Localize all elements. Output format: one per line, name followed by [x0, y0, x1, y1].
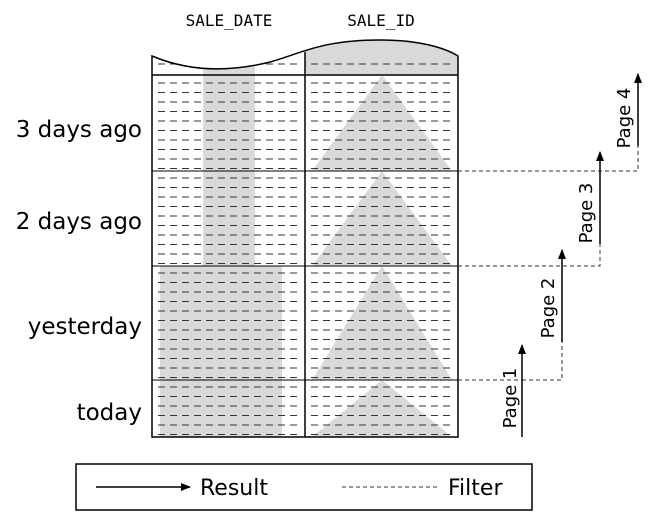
legend-result-label: Result: [200, 476, 268, 501]
page-label-4: Page 4: [614, 88, 635, 149]
index-table: [158, 40, 458, 437]
result-arrows: [518, 73, 642, 437]
row-label-3-days-ago: 3 days ago: [16, 117, 142, 143]
sale-id-triangle-2: [312, 171, 452, 266]
column-header-sale-id: SALE_ID: [347, 11, 414, 30]
legend-box: [75, 463, 533, 511]
table-outline: [151, 39, 459, 438]
row-label-today: today: [77, 400, 142, 426]
legend: Result Filter: [75, 463, 533, 511]
sale-id-triangle-1: [312, 75, 452, 171]
page-label-1: Page 1: [500, 368, 521, 429]
filter-step-3: [458, 244, 601, 267]
filter-step-2: [522, 342, 563, 381]
row-label-2-days-ago: 2 days ago: [16, 209, 142, 235]
sale-id-triangle-4: [312, 380, 452, 437]
page-label-3: Page 3: [576, 183, 597, 244]
filter-staircase: [458, 146, 639, 381]
row-label-yesterday: yesterday: [28, 314, 142, 340]
filter-step-4: [458, 146, 639, 172]
sale-id-triangle-3: [312, 266, 452, 380]
legend-filter-label: Filter: [448, 476, 503, 501]
sale-id-header-shade: [305, 40, 458, 75]
sale-date-shade-bottom: [160, 266, 282, 437]
column-header-sale-date: SALE_DATE: [186, 11, 273, 30]
page-label-2: Page 2: [538, 278, 559, 339]
